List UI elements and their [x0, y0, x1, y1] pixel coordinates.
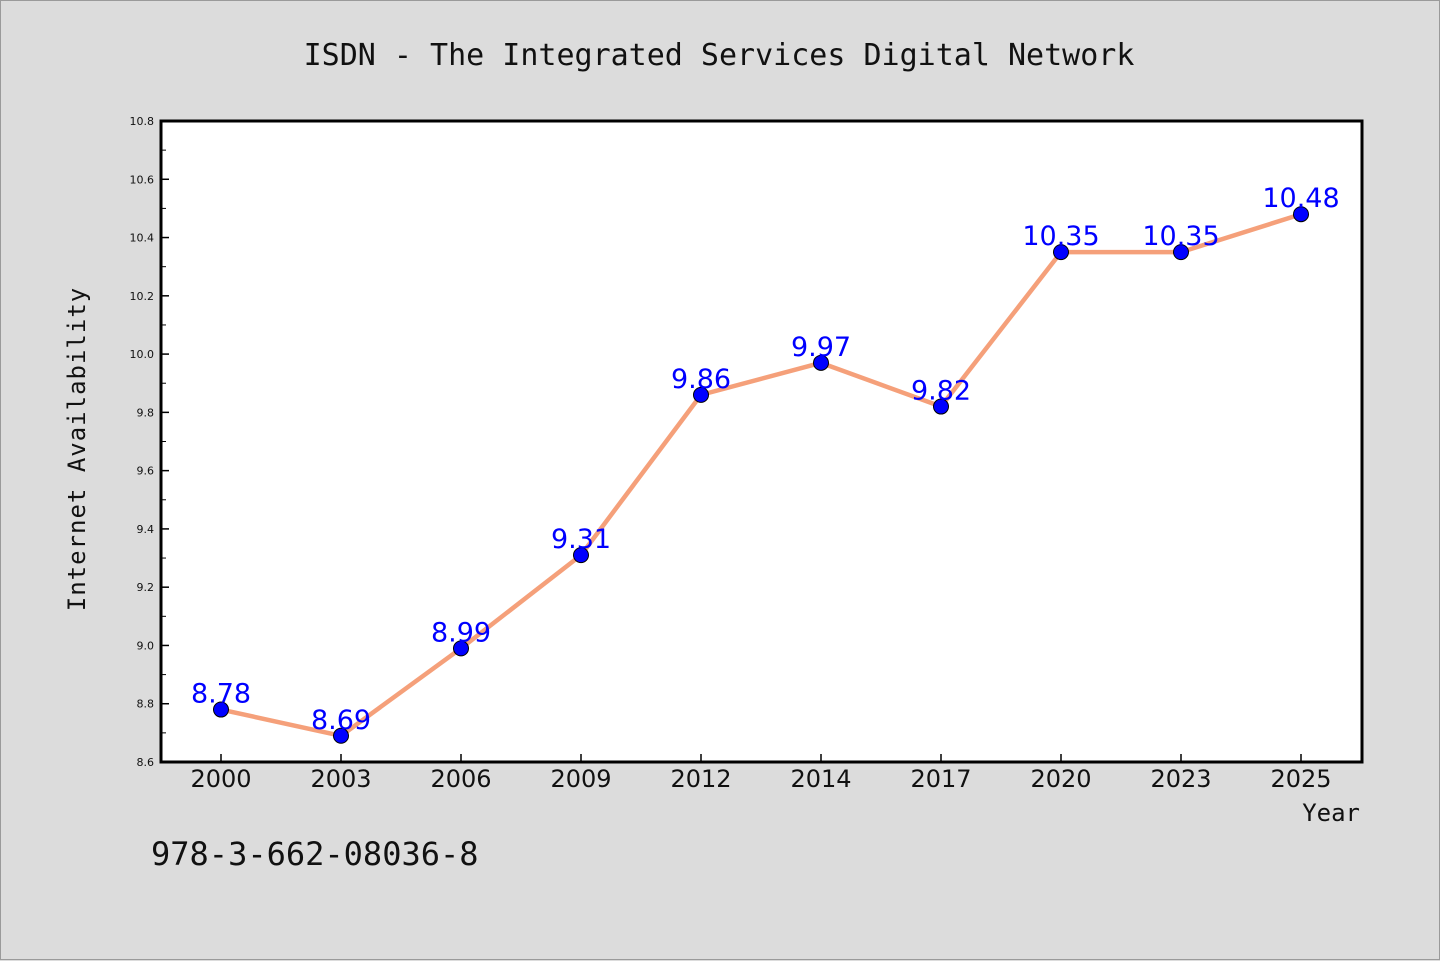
x-tick-label: 2020 — [1030, 765, 1091, 793]
data-point-marker — [693, 386, 709, 403]
chart-title: ISDN - The Integrated Services Digital N… — [304, 38, 1135, 73]
y-tick-label: 8.6 — [137, 756, 155, 769]
y-tick-label: 8.8 — [137, 698, 155, 711]
data-labels: 8.78 8.69 8.99 9.31 9.86 9.97 9.82 10.35 10.35 10… — [191, 183, 1340, 736]
x-tick-label: 2025 — [1270, 765, 1331, 793]
data-point-label: 10.48 — [1262, 183, 1339, 214]
x-tick-label: 2014 — [790, 765, 851, 793]
series-line-group — [218, 211, 1304, 739]
data-markers — [213, 206, 1309, 744]
y-tick-label: 9.8 — [137, 406, 155, 419]
y-tick-label: 9.6 — [137, 465, 155, 478]
data-point-marker — [1173, 244, 1189, 261]
data-point-marker — [1053, 244, 1069, 261]
x-tick-label: 2012 — [670, 765, 731, 793]
y-tick-label: 10.8 — [130, 115, 155, 128]
x-tick-label: 2023 — [1150, 765, 1211, 793]
y-axis-label: Internet Availability — [63, 287, 91, 611]
x-tick-label: 2003 — [310, 765, 371, 793]
y-tick-label: 10.0 — [130, 348, 155, 361]
data-point-label: 9.97 — [791, 332, 851, 363]
x-tick-label: 2017 — [910, 765, 971, 793]
data-point-marker — [453, 640, 469, 657]
x-axis-ticks: 2000 2003 2006 2009 2012 2014 2017 2020 2023 2025 — [190, 754, 1332, 793]
y-tick-label: 10.4 — [130, 232, 155, 245]
data-point-marker — [333, 727, 349, 744]
series-line — [218, 211, 1304, 739]
data-point-label: 8.78 — [191, 679, 251, 710]
data-point-label: 8.99 — [431, 617, 491, 648]
y-tick-label: 9.2 — [137, 581, 155, 594]
data-point-label: 8.69 — [311, 705, 371, 736]
plot-area — [159, 119, 1364, 764]
data-point-marker — [813, 354, 829, 371]
isbn-footer-text: 978-3-662-08036-8 — [151, 835, 479, 873]
y-tick-label: 10.6 — [130, 173, 155, 186]
y-tick-label: 9.0 — [137, 639, 155, 652]
data-point-marker — [213, 701, 229, 718]
data-point-label: 10.35 — [1022, 221, 1099, 252]
data-point-marker — [933, 398, 949, 415]
data-point-label: 9.86 — [671, 364, 731, 395]
data-point-label: 9.31 — [551, 524, 611, 555]
data-point-label: 10.35 — [1142, 221, 1219, 252]
x-tick-label: 2009 — [550, 765, 611, 793]
x-tick-label: 2006 — [430, 765, 491, 793]
y-tick-label: 10.2 — [130, 290, 155, 303]
y-tick-label: 9.4 — [137, 523, 155, 536]
x-tick-label: 2000 — [190, 765, 251, 793]
data-point-label: 9.82 — [911, 376, 971, 407]
x-axis-label: Year — [1302, 799, 1360, 827]
data-point-marker — [573, 547, 589, 564]
y-axis-ticks: 8.6 8.8 9.0 9.2 9.4 9.6 9.8 10.0 10.2 10.4 10.6 10.… — [130, 115, 169, 769]
data-point-marker — [1293, 206, 1309, 223]
